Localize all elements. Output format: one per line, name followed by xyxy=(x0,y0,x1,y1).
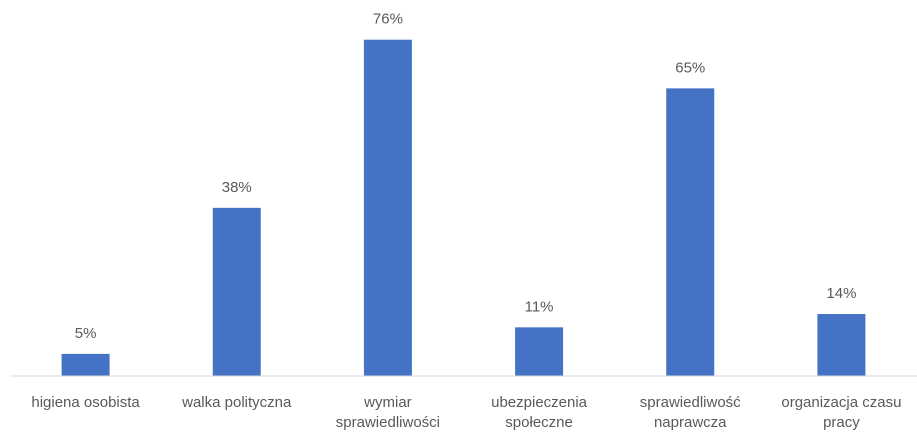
x-tick-label: walka polityczna xyxy=(182,394,292,411)
bar xyxy=(666,88,715,376)
bar xyxy=(212,207,261,376)
x-tick-label: organizacja czasu pracy xyxy=(781,394,902,431)
value-label: 76% xyxy=(373,11,403,28)
value-label: 38% xyxy=(222,179,252,196)
bar xyxy=(515,327,564,376)
value-label: 14% xyxy=(826,285,856,302)
bar xyxy=(363,39,412,376)
x-tick-label: wymiar sprawiedliwości xyxy=(335,394,440,431)
value-label: 5% xyxy=(75,325,97,342)
value-label: 65% xyxy=(675,59,705,76)
x-tick-label: higiena osobista xyxy=(31,394,140,411)
value-label: 11% xyxy=(525,298,554,315)
x-tick-label: ubezpieczenia społeczne xyxy=(491,394,588,431)
x-tick-label: sprawiedliwość naprawcza xyxy=(639,394,741,431)
bar xyxy=(61,353,110,376)
bar xyxy=(817,314,866,376)
